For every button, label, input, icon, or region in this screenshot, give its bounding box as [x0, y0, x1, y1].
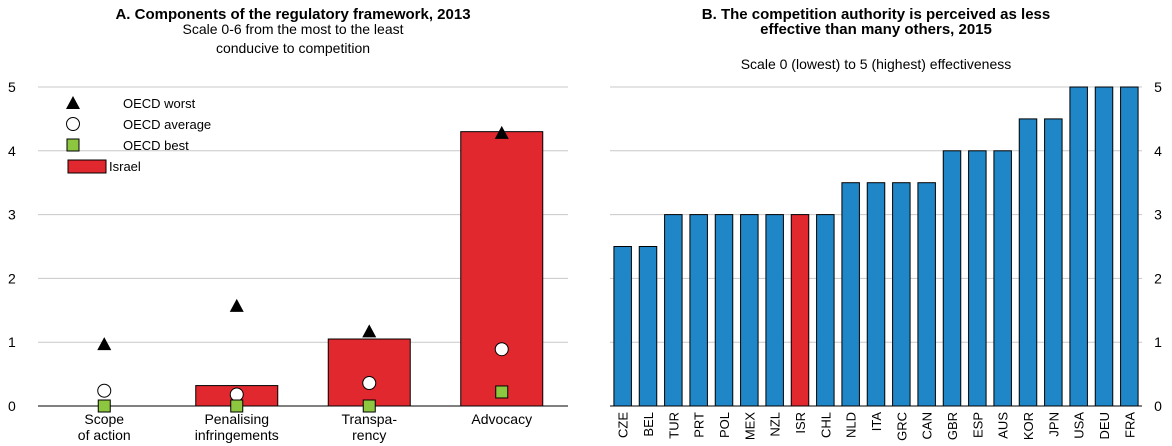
legend-label: Israel — [109, 159, 141, 174]
x-tick-label: BEL — [641, 412, 656, 437]
marker-oecd-worst — [229, 298, 244, 312]
y-tick-label: 0 — [1154, 398, 1162, 414]
x-tick-label: of action — [78, 427, 131, 443]
marker-oecd-average — [229, 387, 244, 402]
y-tick-label: 4 — [8, 143, 16, 159]
bar — [993, 150, 1012, 407]
bar — [689, 214, 708, 407]
x-tick-label: KOR — [1021, 412, 1036, 440]
x-tick-label: AUS — [996, 412, 1011, 439]
x-tick-label: infringements — [195, 427, 279, 443]
chart-panel-b: B. The competition authority is perceive… — [610, 6, 1162, 441]
bar — [1018, 118, 1038, 407]
x-tick-label: CHL — [818, 412, 833, 438]
x-tick-label: NZL — [768, 412, 783, 437]
bar — [638, 246, 658, 407]
x-tick-label: DEU — [1097, 412, 1112, 439]
x-tick-label: ITA — [869, 412, 884, 432]
legend-swatch-triangle — [66, 96, 80, 109]
y-tick-label: 5 — [1154, 79, 1162, 95]
y-tick-label: 4 — [1154, 143, 1162, 159]
bar — [917, 182, 936, 407]
x-tick-label: Penalising — [204, 411, 269, 427]
x-tick-label: GRC — [894, 412, 909, 441]
marker-oecd-best — [362, 399, 376, 413]
bar — [942, 150, 962, 407]
marker-oecd-average — [362, 376, 377, 391]
bar — [1069, 86, 1088, 407]
legend-label: OECD average — [123, 117, 211, 132]
marker-oecd-best — [495, 385, 509, 399]
bar-highlight — [790, 214, 810, 407]
legend-label: OECD worst — [123, 96, 196, 111]
legend-swatch-bar — [67, 159, 107, 174]
x-tick-label: TUR — [666, 412, 681, 439]
bar — [740, 214, 759, 407]
marker-oecd-worst — [494, 125, 509, 139]
x-tick-label: ESP — [970, 412, 985, 438]
x-tick-label: NLD — [844, 412, 859, 438]
bar — [765, 214, 784, 407]
marker-oecd-worst — [97, 337, 112, 351]
y-tick-label: 1 — [1154, 334, 1162, 350]
marker-oecd-best — [97, 399, 111, 413]
y-tick-label: 0 — [8, 398, 16, 414]
bar — [816, 214, 835, 407]
chart-subtitle: Scale 0 (lowest) to 5 (highest) effectiv… — [741, 56, 1012, 72]
x-tick-label: CZE — [616, 412, 631, 438]
legend-swatch-circle — [66, 117, 80, 131]
x-tick-label: POL — [717, 412, 732, 438]
bar — [866, 182, 886, 407]
bar — [664, 214, 683, 407]
x-tick-label: ISR — [793, 412, 808, 434]
bar — [892, 182, 911, 407]
bar-israel — [460, 131, 544, 407]
marker-oecd-worst — [362, 324, 377, 338]
chart-subtitle: conducive to competition — [216, 40, 370, 56]
bar — [1044, 118, 1063, 407]
bar — [714, 214, 734, 407]
bar — [841, 182, 860, 407]
x-tick-label: Advocacy — [471, 411, 532, 427]
x-tick-label: CAN — [920, 412, 935, 439]
x-tick-label: Transpa- — [341, 411, 397, 427]
bar — [613, 246, 632, 407]
y-tick-label: 2 — [1154, 270, 1162, 286]
legend-label: OECD best — [123, 138, 189, 153]
chart-subtitle: Scale 0-6 from the most to the least — [183, 21, 404, 37]
bar-israel — [327, 338, 411, 407]
x-tick-label: JPN — [1046, 412, 1061, 437]
bar — [1094, 86, 1114, 407]
x-tick-label: PRT — [692, 412, 707, 438]
chart-title: B. The competition authority is perceive… — [702, 6, 1050, 23]
chart-title: A. Components of the regulatory framewor… — [115, 6, 470, 23]
marker-oecd-average — [494, 342, 509, 357]
legend-swatch-square — [66, 138, 80, 152]
y-tick-label: 5 — [8, 79, 16, 95]
x-tick-label: MEX — [742, 412, 757, 441]
x-tick-label: GBR — [945, 412, 960, 440]
x-tick-label: rency — [352, 427, 386, 443]
y-tick-label: 3 — [8, 207, 16, 223]
y-tick-label: 2 — [8, 270, 16, 286]
chart-panel-a: A. Components of the regulatory framewor… — [8, 6, 568, 443]
bar — [1120, 86, 1139, 407]
y-tick-label: 1 — [8, 334, 16, 350]
x-tick-label: Scope — [84, 411, 124, 427]
marker-oecd-average — [97, 383, 112, 398]
x-tick-label: FRA — [1122, 412, 1137, 438]
x-tick-label: USA — [1072, 412, 1087, 439]
marker-oecd-best — [230, 399, 244, 413]
y-tick-label: 3 — [1154, 207, 1162, 223]
bar — [968, 150, 987, 407]
chart-title: effective than many others, 2015 — [760, 21, 992, 38]
